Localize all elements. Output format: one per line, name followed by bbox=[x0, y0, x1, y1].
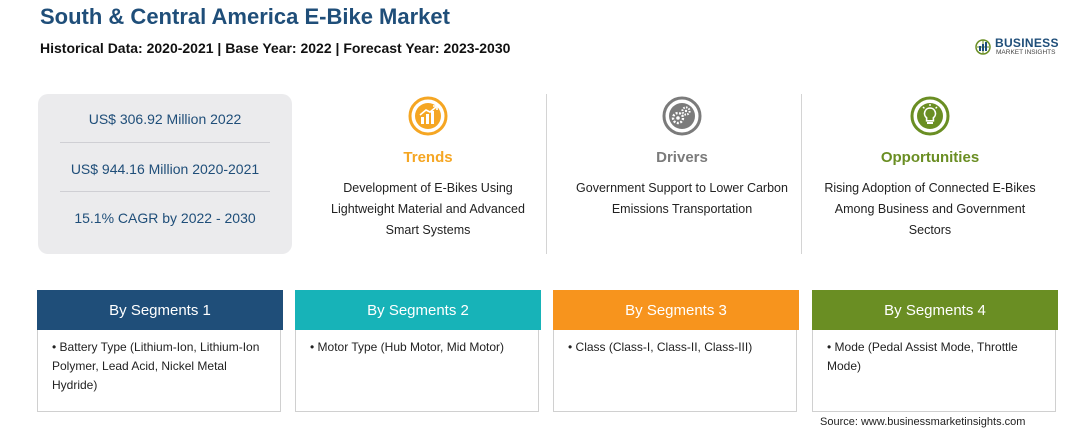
stat-divider bbox=[60, 142, 270, 143]
trends-text: Development of E-Bikes Using Lightweight… bbox=[331, 181, 525, 237]
segment-body-1: • Battery Type (Lithium-Ion, Lithium-Ion… bbox=[52, 340, 260, 392]
stat-divider bbox=[60, 191, 270, 192]
key-stats-panel: US$ 306.92 Million 2022 US$ 944.16 Milli… bbox=[38, 94, 292, 254]
segment-body-4: • Mode (Pedal Assist Mode, Throttle Mode… bbox=[827, 340, 1018, 373]
gears-icon bbox=[662, 96, 702, 136]
segment-body-3: • Class (Class-I, Class-II, Class-III) bbox=[568, 340, 753, 354]
logo-tagline: MARKET INSIGHTS bbox=[996, 49, 1056, 56]
stat-cagr: 15.1% CAGR by 2022 - 2030 bbox=[74, 210, 256, 226]
drivers-title: Drivers bbox=[656, 149, 708, 166]
opportunities-column: Opportunities Rising Adoption of Connect… bbox=[810, 94, 1050, 254]
page-title: South & Central America E-Bike Market bbox=[40, 4, 450, 29]
stat-market-historical: US$ 944.16 Million 2020-2021 bbox=[70, 161, 260, 177]
segment-header-2: By Segments 2 bbox=[295, 290, 541, 330]
segment-card-3: By Segments 3 • Class (Class-I, Class-II… bbox=[553, 290, 799, 412]
segment-header-4: By Segments 4 bbox=[812, 290, 1058, 330]
segment-body-2: • Motor Type (Hub Motor, Mid Motor) bbox=[310, 340, 505, 354]
segment-header-1: By Segments 1 bbox=[37, 290, 283, 330]
stat-market-2022: US$ 306.92 Million 2022 bbox=[88, 111, 242, 127]
globe-logo-icon bbox=[975, 39, 991, 55]
column-divider bbox=[546, 94, 547, 254]
column-divider bbox=[801, 94, 802, 254]
opportunities-text: Rising Adoption of Connected E-Bikes Amo… bbox=[824, 181, 1036, 237]
drivers-column: Drivers Government Support to Lower Carb… bbox=[562, 94, 802, 254]
company-logo: BUSINESS MARKET INSIGHTS bbox=[974, 36, 1064, 58]
opportunities-title: Opportunities bbox=[880, 149, 980, 166]
trends-title: Trends bbox=[403, 149, 453, 166]
trends-column: Trends Development of E-Bikes Using Ligh… bbox=[308, 94, 548, 254]
segment-card-2: By Segments 2 • Motor Type (Hub Motor, M… bbox=[295, 290, 541, 412]
source-link[interactable]: Source: www.businessmarketinsights.com bbox=[820, 416, 1026, 428]
lightbulb-icon bbox=[910, 96, 950, 136]
segment-header-3: By Segments 3 bbox=[553, 290, 799, 330]
drivers-text: Government Support to Lower Carbon Emiss… bbox=[576, 181, 788, 216]
segment-card-1: By Segments 1 • Battery Type (Lithium-Io… bbox=[37, 290, 283, 412]
page-subtitle: Historical Data: 2020-2021 | Base Year: … bbox=[40, 40, 511, 56]
segment-card-4: By Segments 4 • Mode (Pedal Assist Mode,… bbox=[812, 290, 1058, 412]
logo-wordmark: BUSINESS bbox=[995, 36, 1059, 50]
trend-chart-icon bbox=[408, 96, 448, 136]
